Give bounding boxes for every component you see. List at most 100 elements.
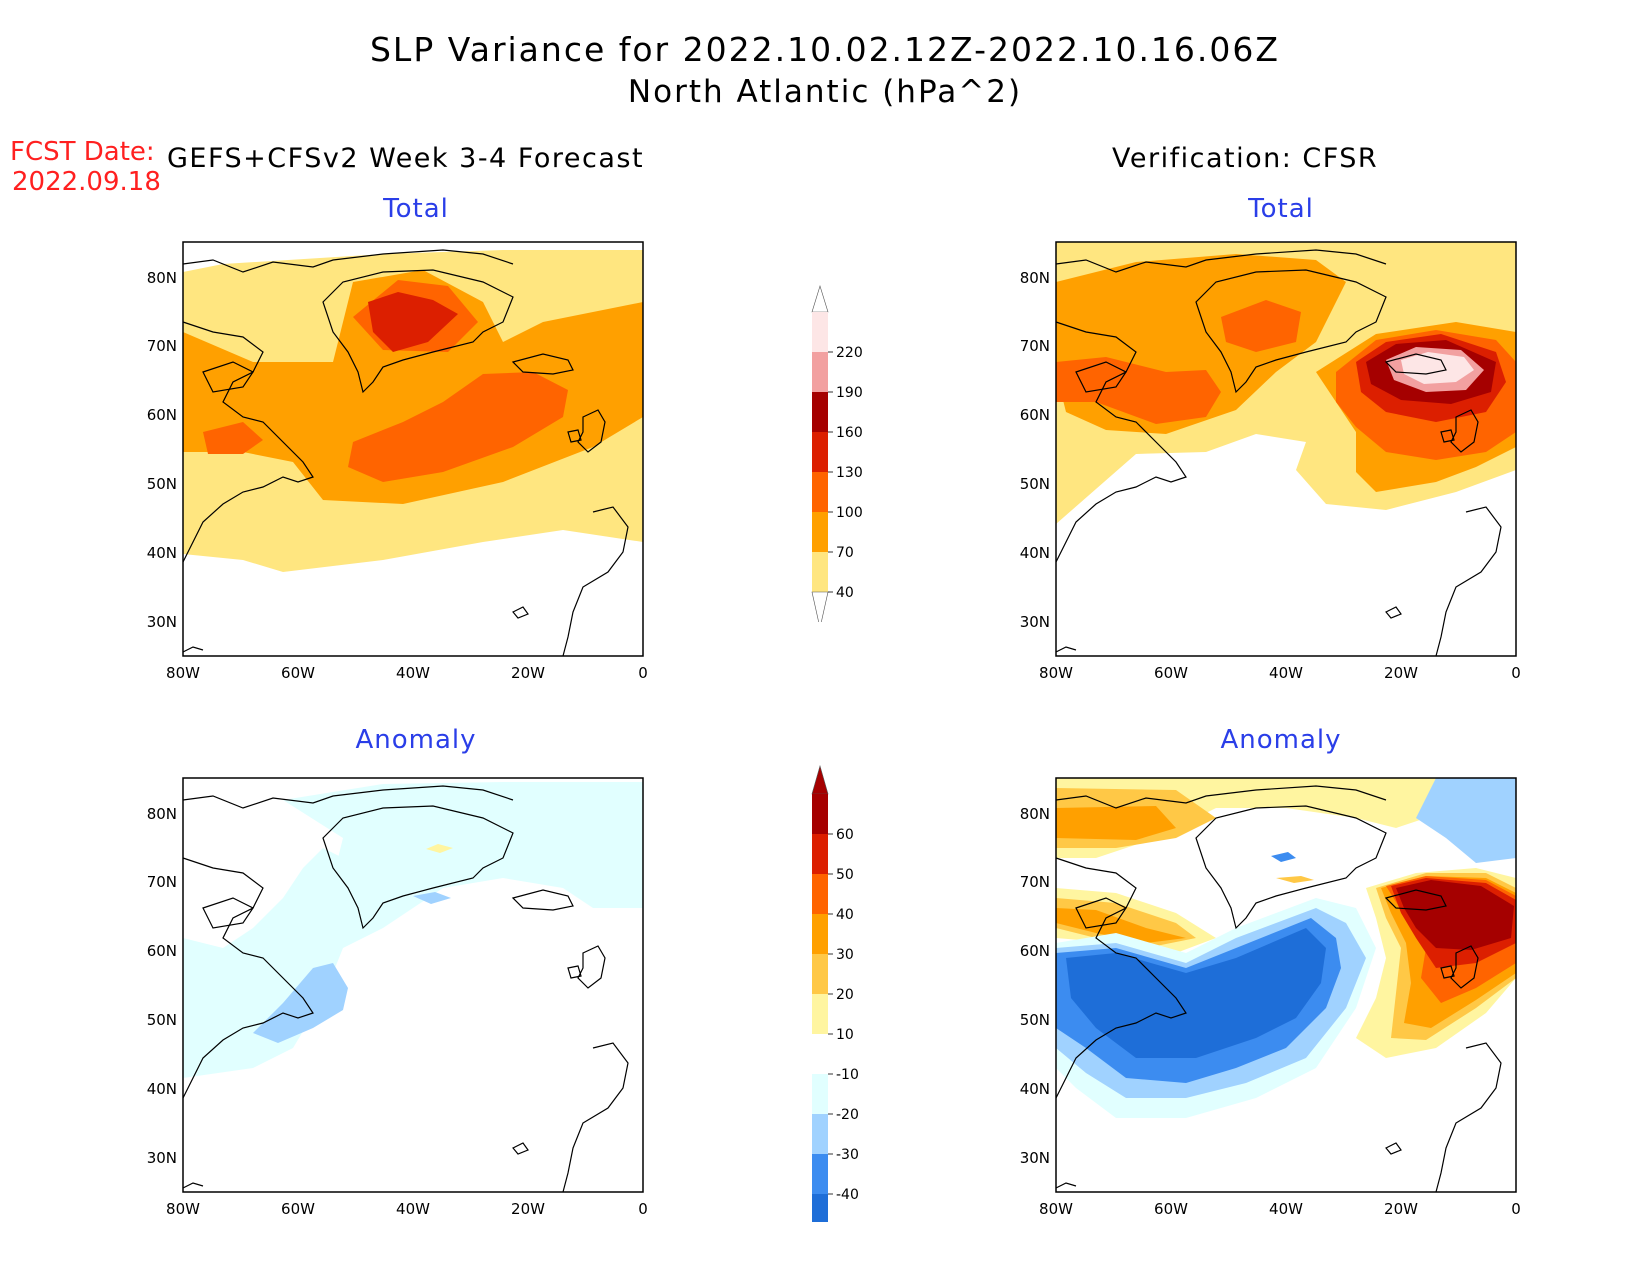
forecast-anomaly-title: Anomaly bbox=[355, 725, 477, 755]
coastline-segment bbox=[1055, 1182, 1077, 1189]
coastline-segment bbox=[511, 353, 574, 375]
lat-tick-label: 30N bbox=[1019, 1149, 1050, 1167]
colorbar-label: 70 bbox=[836, 545, 854, 561]
ver-anom-a30 bbox=[1056, 806, 1176, 840]
coastline-segment bbox=[1055, 857, 1187, 1099]
colorbar-label: 130 bbox=[836, 465, 863, 481]
total-colorbar-svg: 220 190 160 130 100 70 40 bbox=[811, 284, 863, 629]
lat-tick-label: 40N bbox=[1019, 544, 1050, 562]
coastline-segment bbox=[1450, 409, 1479, 453]
ver-anom-am30small bbox=[1271, 852, 1296, 862]
lat-tick-label: 50N bbox=[1019, 475, 1050, 493]
coastline-segment bbox=[562, 506, 629, 657]
coastline-segment bbox=[567, 965, 582, 979]
coastline-segment bbox=[1440, 429, 1455, 443]
coastline-segment bbox=[322, 805, 514, 930]
lon-tick-label: 40W bbox=[396, 664, 430, 682]
verification-total-svg bbox=[1055, 241, 1517, 657]
colorbar-swatch bbox=[812, 512, 828, 552]
ver-anom-am20top bbox=[1416, 778, 1516, 863]
colorbar-swatch bbox=[812, 1194, 828, 1234]
verification-anomaly-map bbox=[1055, 777, 1517, 1193]
coastline-segment bbox=[1055, 321, 1187, 563]
ver-total-v100b bbox=[1221, 300, 1301, 352]
colorbar-label: -10 bbox=[836, 1067, 859, 1083]
colorbar-swatch bbox=[812, 794, 828, 834]
coastline-segment bbox=[182, 785, 514, 809]
coastline-segment bbox=[1055, 249, 1387, 273]
colorbar-label: -40 bbox=[836, 1187, 859, 1203]
chart-subtitle: North Atlantic (hPa^2) bbox=[627, 74, 1023, 110]
coastline-segment bbox=[182, 646, 204, 653]
coastline-segment bbox=[182, 249, 514, 273]
coastline-segment bbox=[202, 361, 254, 393]
ver-anom-a20small bbox=[1276, 876, 1314, 883]
coastline-segment bbox=[1055, 785, 1387, 809]
lon-tick-label: 60W bbox=[281, 664, 315, 682]
ver-total-v220 bbox=[1401, 352, 1474, 384]
colorbar-swatch bbox=[812, 1074, 828, 1114]
coastline-segment bbox=[1435, 1042, 1502, 1193]
lat-tick-label: 70N bbox=[146, 873, 177, 891]
colorbar-bottom-cap bbox=[811, 591, 829, 629]
coastline-segment bbox=[1435, 506, 1502, 657]
lat-tick-label: 70N bbox=[1019, 873, 1050, 891]
colorbar-swatch bbox=[812, 1154, 828, 1194]
total-colorbar: 220 190 160 130 100 70 40 bbox=[800, 282, 880, 629]
colorbar-label: 190 bbox=[836, 385, 863, 401]
coastline-segment bbox=[1075, 897, 1127, 929]
colorbar-label: -30 bbox=[836, 1147, 859, 1163]
coastline-segment bbox=[512, 1142, 529, 1155]
coastline-segment bbox=[182, 1182, 204, 1189]
colorbar-swatch bbox=[812, 432, 828, 472]
lat-tick-label: 30N bbox=[1019, 613, 1050, 631]
lon-tick-label: 0 bbox=[1511, 1200, 1521, 1218]
coastline-segment bbox=[512, 606, 529, 619]
coastline-segment bbox=[1384, 353, 1447, 375]
forecast-total-map bbox=[182, 241, 644, 657]
lat-tick-label: 60N bbox=[146, 942, 177, 960]
verification-total-map bbox=[1055, 241, 1517, 657]
lat-tick-label: 50N bbox=[146, 475, 177, 493]
fc-anom-am20b bbox=[413, 892, 451, 904]
colorbar-label: 20 bbox=[836, 987, 854, 1003]
coastline-segment bbox=[1385, 1142, 1402, 1155]
coastlines bbox=[1055, 785, 1502, 1193]
lon-tick-label: 80W bbox=[166, 664, 200, 682]
lon-tick-label: 40W bbox=[1269, 664, 1303, 682]
lon-tick-label: 20W bbox=[511, 664, 545, 682]
lat-tick-label: 80N bbox=[146, 805, 177, 823]
ver-anom-am40 bbox=[1066, 928, 1326, 1058]
coastline-segment bbox=[1195, 269, 1387, 394]
forecast-date-label: FCST Date: bbox=[10, 137, 155, 167]
lat-tick-label: 80N bbox=[146, 269, 177, 287]
forecast-anomaly-svg bbox=[182, 777, 644, 1193]
coastline-segment bbox=[1450, 945, 1479, 989]
forecast-date-value: 2022.09.18 bbox=[12, 167, 161, 197]
lon-tick-label: 80W bbox=[166, 1200, 200, 1218]
coastline-segment bbox=[1384, 889, 1447, 911]
colorbar-swatch bbox=[812, 552, 828, 592]
verification-total-title: Total bbox=[1248, 194, 1314, 224]
coastline-segment bbox=[1440, 965, 1455, 979]
coastline-segment bbox=[1075, 361, 1127, 393]
forecast-total-svg bbox=[182, 241, 644, 657]
ver-total-v100 bbox=[1056, 357, 1221, 424]
coastline-segment bbox=[1385, 606, 1402, 619]
coastlines bbox=[182, 785, 629, 1193]
lat-tick-label: 50N bbox=[1019, 1011, 1050, 1029]
coastline-segment bbox=[511, 889, 574, 911]
lon-tick-label: 60W bbox=[1154, 664, 1188, 682]
colorbar-swatch bbox=[812, 914, 828, 954]
fc-total-v130 bbox=[368, 292, 458, 352]
fc-anom-a10 bbox=[426, 844, 453, 853]
forecast-anomaly-map bbox=[182, 777, 644, 1193]
verification-heading: Verification: CFSR bbox=[1112, 143, 1379, 174]
lon-tick-label: 20W bbox=[1384, 1200, 1418, 1218]
lat-tick-label: 50N bbox=[146, 1011, 177, 1029]
fc-anom-am20 bbox=[253, 963, 348, 1043]
lat-tick-label: 70N bbox=[1019, 337, 1050, 355]
forecast-total-title: Total bbox=[383, 194, 449, 224]
lon-tick-label: 20W bbox=[511, 1200, 545, 1218]
ver-anom-a60right bbox=[1396, 880, 1514, 950]
